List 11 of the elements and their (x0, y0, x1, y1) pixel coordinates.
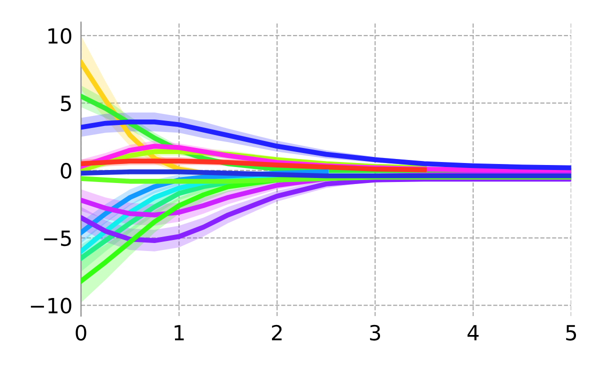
y-tick-label: 0 (60, 162, 72, 179)
x-tick-label: 4 (468, 325, 479, 340)
y-tick-label: 10 (48, 28, 72, 44)
x-tick-label: 5 (566, 325, 576, 341)
y-tick-label: −10 (30, 298, 72, 314)
y-tick-label: 5 (61, 96, 71, 112)
x-tick-label: 2 (272, 324, 282, 340)
x-tick-label: 1 (174, 325, 184, 340)
x-tick-label: 0 (76, 324, 86, 341)
y-tick-label: −5 (44, 230, 71, 246)
x-tick-label: 3 (370, 324, 380, 341)
